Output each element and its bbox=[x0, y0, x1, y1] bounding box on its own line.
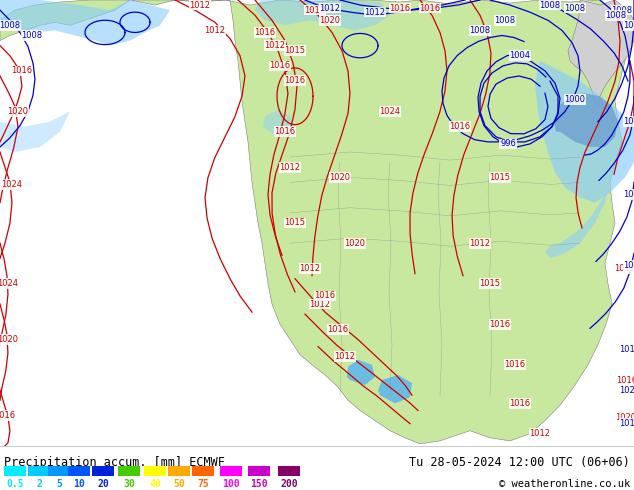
Text: 1008: 1008 bbox=[0, 21, 20, 30]
Text: 1012: 1012 bbox=[365, 8, 385, 17]
Text: 1015: 1015 bbox=[479, 279, 500, 288]
Text: 1012: 1012 bbox=[623, 21, 634, 30]
Text: 1016: 1016 bbox=[269, 61, 290, 71]
Text: 1020: 1020 bbox=[330, 173, 351, 182]
Bar bbox=[220, 466, 242, 476]
Bar bbox=[68, 466, 90, 476]
Text: 1020: 1020 bbox=[623, 190, 634, 199]
Text: 1024: 1024 bbox=[1, 180, 22, 189]
Polygon shape bbox=[130, 0, 628, 444]
Text: 1016: 1016 bbox=[389, 3, 411, 13]
Polygon shape bbox=[347, 360, 375, 385]
Text: 1012: 1012 bbox=[304, 5, 325, 15]
Polygon shape bbox=[0, 0, 170, 46]
Text: 2: 2 bbox=[36, 479, 42, 489]
Text: 1016: 1016 bbox=[0, 411, 16, 420]
Text: 1024: 1024 bbox=[380, 107, 401, 116]
Text: 1012: 1012 bbox=[280, 163, 301, 172]
Polygon shape bbox=[554, 93, 618, 147]
Bar bbox=[4, 466, 26, 476]
Text: 1008: 1008 bbox=[22, 31, 42, 40]
Text: 1008: 1008 bbox=[611, 5, 633, 15]
Text: 1012: 1012 bbox=[205, 26, 226, 35]
Text: 1012: 1012 bbox=[299, 264, 321, 273]
Polygon shape bbox=[0, 112, 70, 152]
Text: 1024: 1024 bbox=[0, 279, 18, 288]
Bar bbox=[248, 466, 270, 476]
Text: 1012: 1012 bbox=[309, 299, 330, 309]
Text: 1016: 1016 bbox=[616, 375, 634, 385]
Text: 1020: 1020 bbox=[8, 107, 29, 116]
Text: 1015: 1015 bbox=[285, 46, 306, 55]
Text: 1016: 1016 bbox=[314, 292, 335, 300]
Text: 0.5: 0.5 bbox=[6, 479, 24, 489]
Text: 150: 150 bbox=[250, 479, 268, 489]
Bar bbox=[192, 466, 214, 476]
Polygon shape bbox=[263, 109, 295, 137]
Text: 1012: 1012 bbox=[264, 41, 285, 50]
Text: 996: 996 bbox=[500, 139, 516, 148]
Text: 1008: 1008 bbox=[495, 16, 515, 25]
Bar bbox=[48, 466, 70, 476]
Text: 1015: 1015 bbox=[285, 219, 306, 227]
Polygon shape bbox=[378, 375, 412, 403]
Polygon shape bbox=[535, 61, 634, 203]
Text: 30: 30 bbox=[123, 479, 135, 489]
Text: 1016: 1016 bbox=[285, 76, 306, 85]
Text: 1004: 1004 bbox=[510, 51, 531, 60]
Text: 1008: 1008 bbox=[540, 0, 560, 10]
Text: 1016: 1016 bbox=[450, 122, 470, 131]
Text: 1016: 1016 bbox=[619, 419, 634, 428]
Bar bbox=[92, 466, 114, 476]
Text: 1012: 1012 bbox=[335, 352, 356, 361]
Text: 1024: 1024 bbox=[623, 261, 634, 270]
Polygon shape bbox=[255, 0, 390, 30]
Text: 1020: 1020 bbox=[616, 413, 634, 422]
Text: 1000: 1000 bbox=[564, 95, 586, 104]
Text: 1012: 1012 bbox=[529, 429, 550, 438]
Text: 1020: 1020 bbox=[619, 386, 634, 394]
Text: 1008: 1008 bbox=[605, 11, 626, 20]
Text: 10: 10 bbox=[73, 479, 85, 489]
Polygon shape bbox=[568, 0, 634, 106]
Text: 1016: 1016 bbox=[510, 399, 531, 408]
Bar bbox=[278, 466, 300, 476]
Bar bbox=[28, 466, 50, 476]
Text: 1016: 1016 bbox=[505, 360, 526, 369]
Text: © weatheronline.co.uk: © weatheronline.co.uk bbox=[499, 479, 630, 489]
Text: 1016: 1016 bbox=[327, 325, 349, 334]
Text: 50: 50 bbox=[173, 479, 185, 489]
Text: 5: 5 bbox=[56, 479, 62, 489]
Text: 20: 20 bbox=[97, 479, 109, 489]
Polygon shape bbox=[0, 0, 130, 41]
Text: 100: 100 bbox=[222, 479, 240, 489]
Text: 1012: 1012 bbox=[614, 264, 634, 273]
Text: 1015: 1015 bbox=[489, 173, 510, 182]
Text: 1012: 1012 bbox=[320, 3, 340, 13]
Text: 1008: 1008 bbox=[564, 3, 586, 13]
Text: 1008: 1008 bbox=[469, 26, 491, 35]
Text: 1020: 1020 bbox=[344, 239, 365, 248]
Bar bbox=[144, 466, 166, 476]
Text: 200: 200 bbox=[280, 479, 298, 489]
Text: 1016: 1016 bbox=[11, 67, 32, 75]
Text: 1012: 1012 bbox=[190, 0, 210, 10]
Text: 40: 40 bbox=[149, 479, 161, 489]
Text: Tu 28-05-2024 12:00 UTC (06+06): Tu 28-05-2024 12:00 UTC (06+06) bbox=[409, 456, 630, 469]
Text: 1016: 1016 bbox=[275, 127, 295, 136]
Bar bbox=[168, 466, 190, 476]
Text: 1016: 1016 bbox=[420, 3, 441, 13]
Bar bbox=[118, 466, 140, 476]
Text: 1016: 1016 bbox=[254, 28, 276, 37]
Text: 1016: 1016 bbox=[489, 320, 510, 329]
Text: 1016: 1016 bbox=[623, 117, 634, 126]
Text: 1020: 1020 bbox=[320, 16, 340, 25]
Polygon shape bbox=[545, 188, 608, 258]
Text: 1020: 1020 bbox=[0, 335, 18, 344]
Text: Precipitation accum. [mm] ECMWF: Precipitation accum. [mm] ECMWF bbox=[4, 456, 225, 469]
Text: 1012: 1012 bbox=[470, 239, 491, 248]
Text: 1016: 1016 bbox=[619, 345, 634, 354]
Text: 75: 75 bbox=[197, 479, 209, 489]
